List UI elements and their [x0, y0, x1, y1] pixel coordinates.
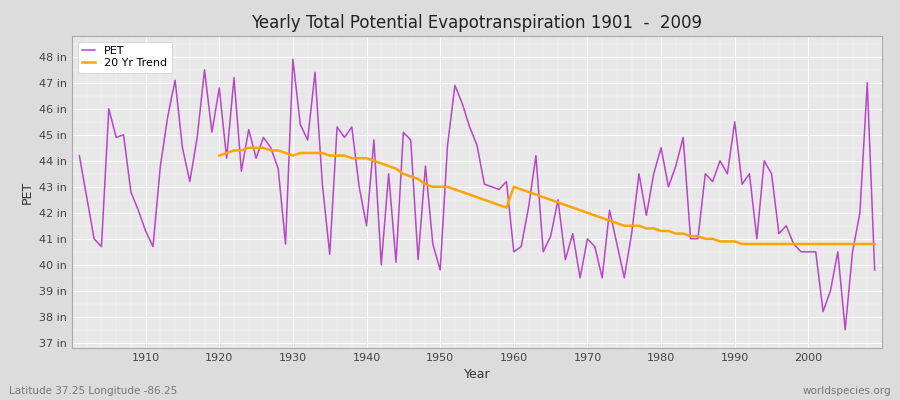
Title: Yearly Total Potential Evapotranspiration 1901  -  2009: Yearly Total Potential Evapotranspiratio…: [251, 14, 703, 32]
20 Yr Trend: [869, 242, 880, 246]
Text: worldspecies.org: worldspecies.org: [803, 386, 891, 396]
20 Yr Trend: [214, 153, 225, 158]
20 Yr Trend: [737, 242, 748, 246]
PET: [302, 138, 313, 142]
PET: [508, 250, 519, 254]
PET: [287, 57, 298, 62]
Legend: PET, 20 Yr Trend: PET, 20 Yr Trend: [77, 42, 172, 73]
PET: [604, 208, 615, 212]
Y-axis label: PET: PET: [21, 180, 33, 204]
PET: [346, 125, 357, 130]
Line: 20 Yr Trend: 20 Yr Trend: [220, 148, 875, 244]
20 Yr Trend: [773, 242, 784, 246]
20 Yr Trend: [678, 231, 688, 236]
PET: [133, 208, 144, 212]
PET: [840, 327, 850, 332]
Line: PET: PET: [79, 60, 875, 330]
PET: [74, 153, 85, 158]
20 Yr Trend: [420, 182, 431, 186]
PET: [516, 244, 526, 249]
20 Yr Trend: [854, 242, 865, 246]
20 Yr Trend: [788, 242, 799, 246]
Text: Latitude 37.25 Longitude -86.25: Latitude 37.25 Longitude -86.25: [9, 386, 177, 396]
20 Yr Trend: [243, 145, 254, 150]
PET: [869, 268, 880, 272]
20 Yr Trend: [310, 150, 320, 155]
X-axis label: Year: Year: [464, 368, 490, 382]
